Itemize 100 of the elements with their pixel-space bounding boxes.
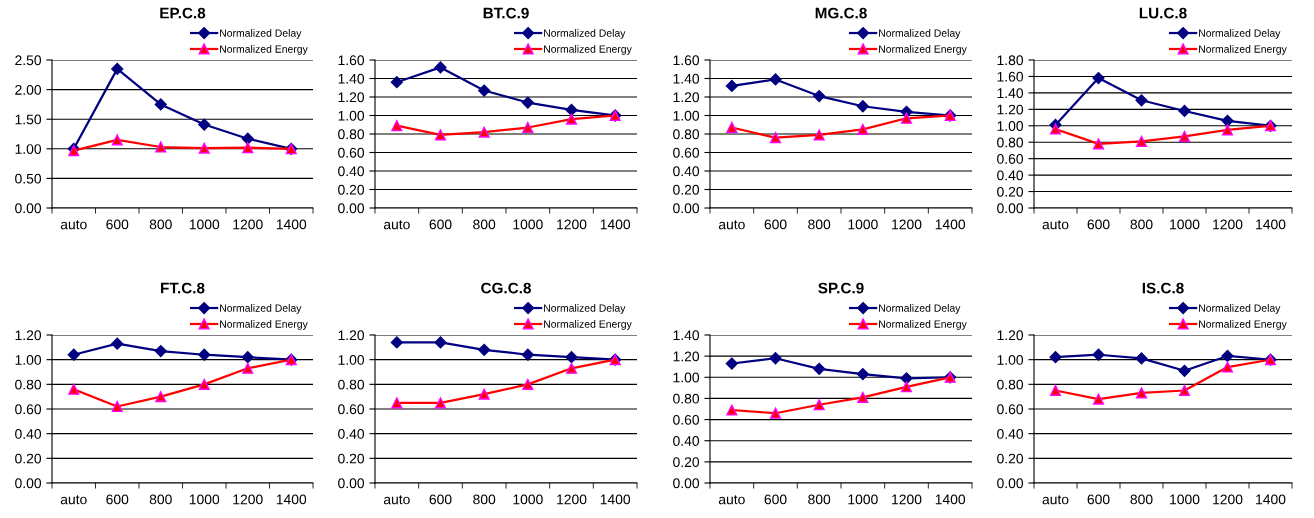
legend-label: Normalized Delay xyxy=(879,304,961,314)
y-tick-label: 0.20 xyxy=(673,184,700,195)
y-tick-label: 2.50 xyxy=(15,55,42,66)
x-tick-label: 600 xyxy=(429,219,452,230)
legend-label: Normalized Energy xyxy=(1199,45,1287,55)
y-tick-label: 1.20 xyxy=(15,330,42,341)
y-tick-label: 0.40 xyxy=(673,166,700,177)
chart-title: SP.C.9 xyxy=(818,282,864,294)
y-tick-label: 0.20 xyxy=(338,184,365,195)
y-tick-label: 0.60 xyxy=(338,404,365,415)
x-tick-label: 800 xyxy=(808,494,831,505)
legend-label: Normalized Delay xyxy=(1199,304,1281,314)
x-tick-label: 800 xyxy=(149,219,172,230)
y-tick-label: 0.40 xyxy=(997,429,1024,439)
y-tick-label: 0.00 xyxy=(15,478,42,489)
y-tick-label: 1.00 xyxy=(15,355,42,365)
y-tick-label: 1.40 xyxy=(997,88,1024,99)
y-tick-label: 1.60 xyxy=(338,55,365,66)
y-tick-label: 1.60 xyxy=(997,71,1024,82)
y-tick-label: 1.40 xyxy=(338,73,365,84)
y-tick-label: 1.50 xyxy=(15,114,42,125)
legend-label: Normalized Energy xyxy=(220,320,308,330)
x-tick-label: 1400 xyxy=(1256,219,1286,230)
x-tick-label: 600 xyxy=(764,494,787,505)
y-tick-label: 0.00 xyxy=(338,478,365,489)
legend-label: Normalized Delay xyxy=(1199,29,1281,39)
y-tick-label: 0.60 xyxy=(673,414,700,425)
y-tick-label: 1.60 xyxy=(673,55,700,66)
legend-label: Normalized Energy xyxy=(220,45,308,55)
x-tick-label: 1400 xyxy=(1256,494,1286,505)
legend-label: Normalized Delay xyxy=(544,304,626,314)
legend-label: Normalized Delay xyxy=(879,29,961,39)
y-tick-label: 0.00 xyxy=(673,478,700,489)
y-tick-label: 0.80 xyxy=(338,379,365,390)
chart-title: CG.C.8 xyxy=(481,282,531,294)
x-tick-label: 800 xyxy=(808,219,831,230)
y-tick-label: 1.00 xyxy=(997,121,1024,131)
y-tick-label: 0.80 xyxy=(997,379,1024,390)
y-tick-label: 0.00 xyxy=(15,203,42,214)
x-tick-label: 1000 xyxy=(848,219,878,230)
x-tick-label: 800 xyxy=(1130,494,1153,505)
x-tick-label: 800 xyxy=(473,494,496,505)
x-tick-label: auto xyxy=(1042,220,1069,230)
legend-label: Normalized Delay xyxy=(220,304,302,314)
x-tick-label: 1400 xyxy=(935,219,966,230)
legend-label: Normalized Energy xyxy=(544,320,632,330)
x-tick-label: 1200 xyxy=(892,494,922,505)
y-tick-label: 0.20 xyxy=(997,453,1024,464)
legend-label: Normalized Energy xyxy=(544,45,632,55)
y-tick-label: 0.40 xyxy=(338,429,365,439)
legend-label: Normalized Energy xyxy=(879,320,967,330)
y-tick-label: 0.40 xyxy=(15,429,42,439)
y-tick-label: 1.00 xyxy=(997,355,1024,365)
y-tick-label: 0.80 xyxy=(15,379,42,390)
y-tick-label: 0.60 xyxy=(338,147,365,158)
x-tick-label: 800 xyxy=(473,219,496,230)
y-tick-label: 1.40 xyxy=(673,330,700,341)
y-tick-label: 1.80 xyxy=(997,55,1024,66)
legend-label: Normalized Energy xyxy=(1199,320,1287,330)
x-tick-label: auto xyxy=(1042,495,1069,505)
x-tick-label: auto xyxy=(383,495,410,505)
x-tick-label: 1200 xyxy=(233,494,263,505)
y-tick-label: 0.80 xyxy=(673,129,700,140)
y-tick-label: 2.00 xyxy=(15,84,42,95)
y-tick-label: 0.00 xyxy=(338,203,365,214)
y-tick-label: 0.60 xyxy=(673,147,700,158)
x-tick-label: 1200 xyxy=(892,219,922,230)
x-tick-label: 1400 xyxy=(600,219,631,230)
x-tick-label: 1200 xyxy=(1213,494,1243,505)
y-tick-label: 0.20 xyxy=(338,453,365,464)
y-tick-label: 0.00 xyxy=(997,478,1024,489)
y-tick-label: 1.40 xyxy=(673,73,700,84)
x-tick-label: 600 xyxy=(764,219,787,230)
chart-title: LU.C.8 xyxy=(1139,7,1187,19)
x-tick-label: 1200 xyxy=(557,219,587,230)
y-tick-label: 0.20 xyxy=(15,453,42,464)
y-tick-label: 0.40 xyxy=(673,436,700,446)
y-tick-label: 1.00 xyxy=(15,144,42,154)
x-tick-label: 600 xyxy=(106,219,129,230)
y-tick-label: 1.20 xyxy=(997,330,1024,341)
x-tick-label: 1000 xyxy=(189,494,220,505)
y-tick-label: 1.00 xyxy=(338,110,365,121)
y-tick-label: 1.00 xyxy=(338,355,365,365)
x-tick-label: 1400 xyxy=(935,494,966,505)
y-tick-label: 0.50 xyxy=(15,173,42,184)
y-tick-label: 0.20 xyxy=(673,457,700,468)
x-tick-label: 600 xyxy=(106,494,129,505)
x-tick-label: 800 xyxy=(1130,219,1153,230)
x-tick-label: auto xyxy=(60,220,87,230)
y-tick-label: 0.00 xyxy=(673,203,700,214)
y-tick-label: 1.00 xyxy=(673,372,700,383)
y-tick-label: 0.80 xyxy=(338,129,365,140)
x-tick-label: auto xyxy=(718,220,745,230)
y-tick-label: 0.80 xyxy=(997,137,1024,148)
x-tick-label: 1000 xyxy=(848,494,878,505)
y-tick-label: 0.40 xyxy=(997,170,1024,181)
legend-label: Normalized Delay xyxy=(220,29,302,39)
chart-title: BT.C.9 xyxy=(483,7,529,19)
x-tick-label: 1000 xyxy=(513,219,543,230)
x-tick-label: auto xyxy=(718,495,745,505)
